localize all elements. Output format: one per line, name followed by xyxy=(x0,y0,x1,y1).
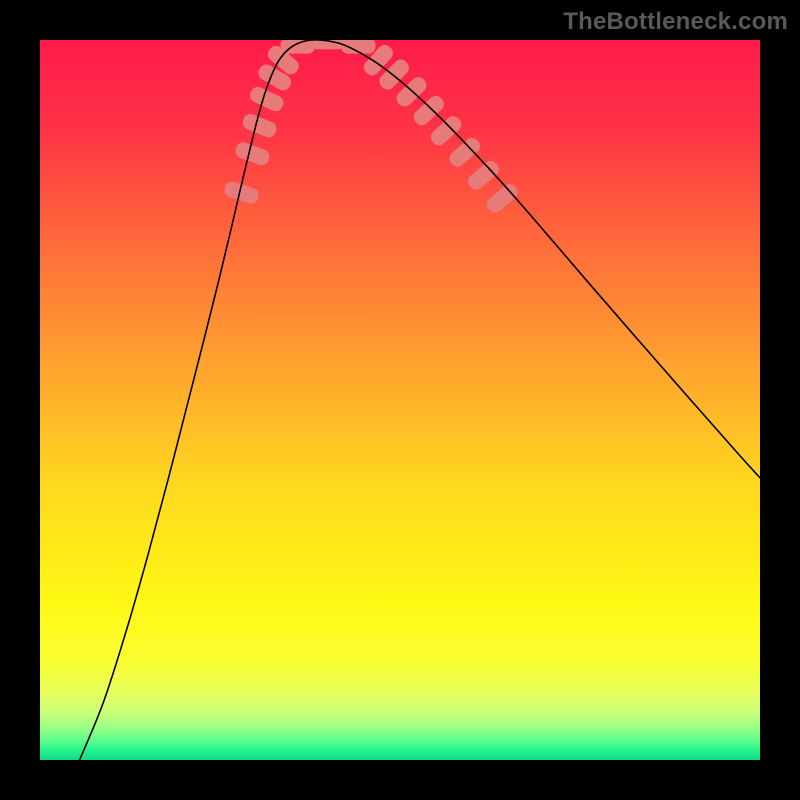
plot-area xyxy=(40,40,760,760)
gradient-background xyxy=(40,40,760,760)
watermark-text: TheBottleneck.com xyxy=(563,8,788,36)
chart-frame: TheBottleneck.com xyxy=(0,0,800,800)
gradient-chart xyxy=(40,40,760,760)
